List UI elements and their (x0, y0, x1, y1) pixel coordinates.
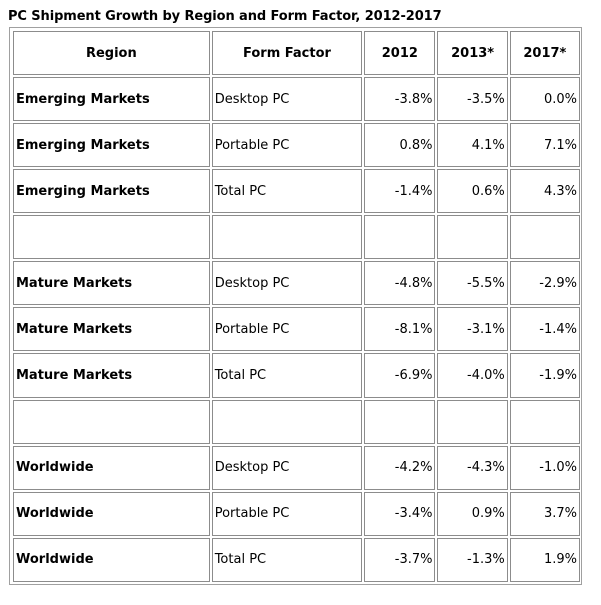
value-2013-cell: -4.3% (437, 445, 508, 490)
region-cell: Mature Markets (13, 353, 210, 398)
form-factor-cell: Desktop PC (211, 445, 363, 490)
table-row: Worldwide Total PC -3.7% -1.3% 1.9% (13, 537, 580, 582)
region-cell: Emerging Markets (13, 77, 210, 122)
value-2017-cell (509, 215, 580, 260)
header-form-factor: Form Factor (211, 31, 363, 75)
value-2017-cell: 7.1% (509, 123, 580, 168)
region-cell: Mature Markets (13, 261, 210, 306)
shipment-growth-table: Region Form Factor 2012 2013* 2017* Emer… (11, 29, 582, 584)
value-2017-cell: -2.9% (509, 261, 580, 306)
table-container: Region Form Factor 2012 2013* 2017* Emer… (9, 27, 582, 585)
form-factor-cell: Desktop PC (211, 77, 363, 122)
value-2012-cell: -3.4% (364, 491, 436, 536)
region-cell: Worldwide (13, 537, 210, 582)
region-cell (13, 399, 210, 444)
value-2012-cell: -4.8% (364, 261, 436, 306)
value-2012-cell: -3.8% (364, 77, 436, 122)
header-2012: 2012 (364, 31, 436, 75)
value-2013-cell: -4.0% (437, 353, 508, 398)
region-cell: Emerging Markets (13, 169, 210, 214)
table-title: PC Shipment Growth by Region and Form Fa… (8, 9, 442, 24)
value-2017-cell: 0.0% (509, 77, 580, 122)
region-cell: Worldwide (13, 445, 210, 490)
value-2017-cell: 1.9% (509, 537, 580, 582)
value-2012-cell (364, 215, 436, 260)
table-row: Mature Markets Desktop PC -4.8% -5.5% -2… (13, 261, 580, 306)
region-cell: Worldwide (13, 491, 210, 536)
header-2013: 2013* (437, 31, 508, 75)
table-row: Worldwide Portable PC -3.4% 0.9% 3.7% (13, 491, 580, 536)
table-row: Mature Markets Total PC -6.9% -4.0% -1.9… (13, 353, 580, 398)
table-row: Mature Markets Portable PC -8.1% -3.1% -… (13, 307, 580, 352)
form-factor-cell: Desktop PC (211, 261, 363, 306)
spacer-row (13, 215, 580, 260)
value-2017-cell: -1.4% (509, 307, 580, 352)
region-cell (13, 215, 210, 260)
form-factor-cell (211, 399, 363, 444)
region-cell: Emerging Markets (13, 123, 210, 168)
value-2017-cell: -1.9% (509, 353, 580, 398)
form-factor-cell: Portable PC (211, 123, 363, 168)
value-2017-cell: 4.3% (509, 169, 580, 214)
value-2012-cell (364, 399, 436, 444)
table-row: Emerging Markets Desktop PC -3.8% -3.5% … (13, 77, 580, 122)
value-2013-cell: -1.3% (437, 537, 508, 582)
region-cell: Mature Markets (13, 307, 210, 352)
value-2012-cell: -8.1% (364, 307, 436, 352)
form-factor-cell: Portable PC (211, 491, 363, 536)
header-2017: 2017* (509, 31, 580, 75)
table-row: Worldwide Desktop PC -4.2% -4.3% -1.0% (13, 445, 580, 490)
form-factor-cell (211, 215, 363, 260)
value-2013-cell: -3.1% (437, 307, 508, 352)
value-2017-cell: -1.0% (509, 445, 580, 490)
header-row: Region Form Factor 2012 2013* 2017* (13, 31, 580, 75)
form-factor-cell: Total PC (211, 353, 363, 398)
value-2013-cell: 0.6% (437, 169, 508, 214)
value-2012-cell: -4.2% (364, 445, 436, 490)
spacer-row (13, 399, 580, 444)
value-2017-cell: 3.7% (509, 491, 580, 536)
table-row: Emerging Markets Portable PC 0.8% 4.1% 7… (13, 123, 580, 168)
value-2013-cell: -5.5% (437, 261, 508, 306)
value-2013-cell (437, 215, 508, 260)
value-2017-cell (509, 399, 580, 444)
value-2013-cell (437, 399, 508, 444)
form-factor-cell: Portable PC (211, 307, 363, 352)
value-2012-cell: 0.8% (364, 123, 436, 168)
value-2013-cell: 4.1% (437, 123, 508, 168)
value-2013-cell: 0.9% (437, 491, 508, 536)
table-row: Emerging Markets Total PC -1.4% 0.6% 4.3… (13, 169, 580, 214)
value-2012-cell: -6.9% (364, 353, 436, 398)
header-region: Region (13, 31, 210, 75)
value-2013-cell: -3.5% (437, 77, 508, 122)
form-factor-cell: Total PC (211, 169, 363, 214)
value-2012-cell: -1.4% (364, 169, 436, 214)
value-2012-cell: -3.7% (364, 537, 436, 582)
form-factor-cell: Total PC (211, 537, 363, 582)
